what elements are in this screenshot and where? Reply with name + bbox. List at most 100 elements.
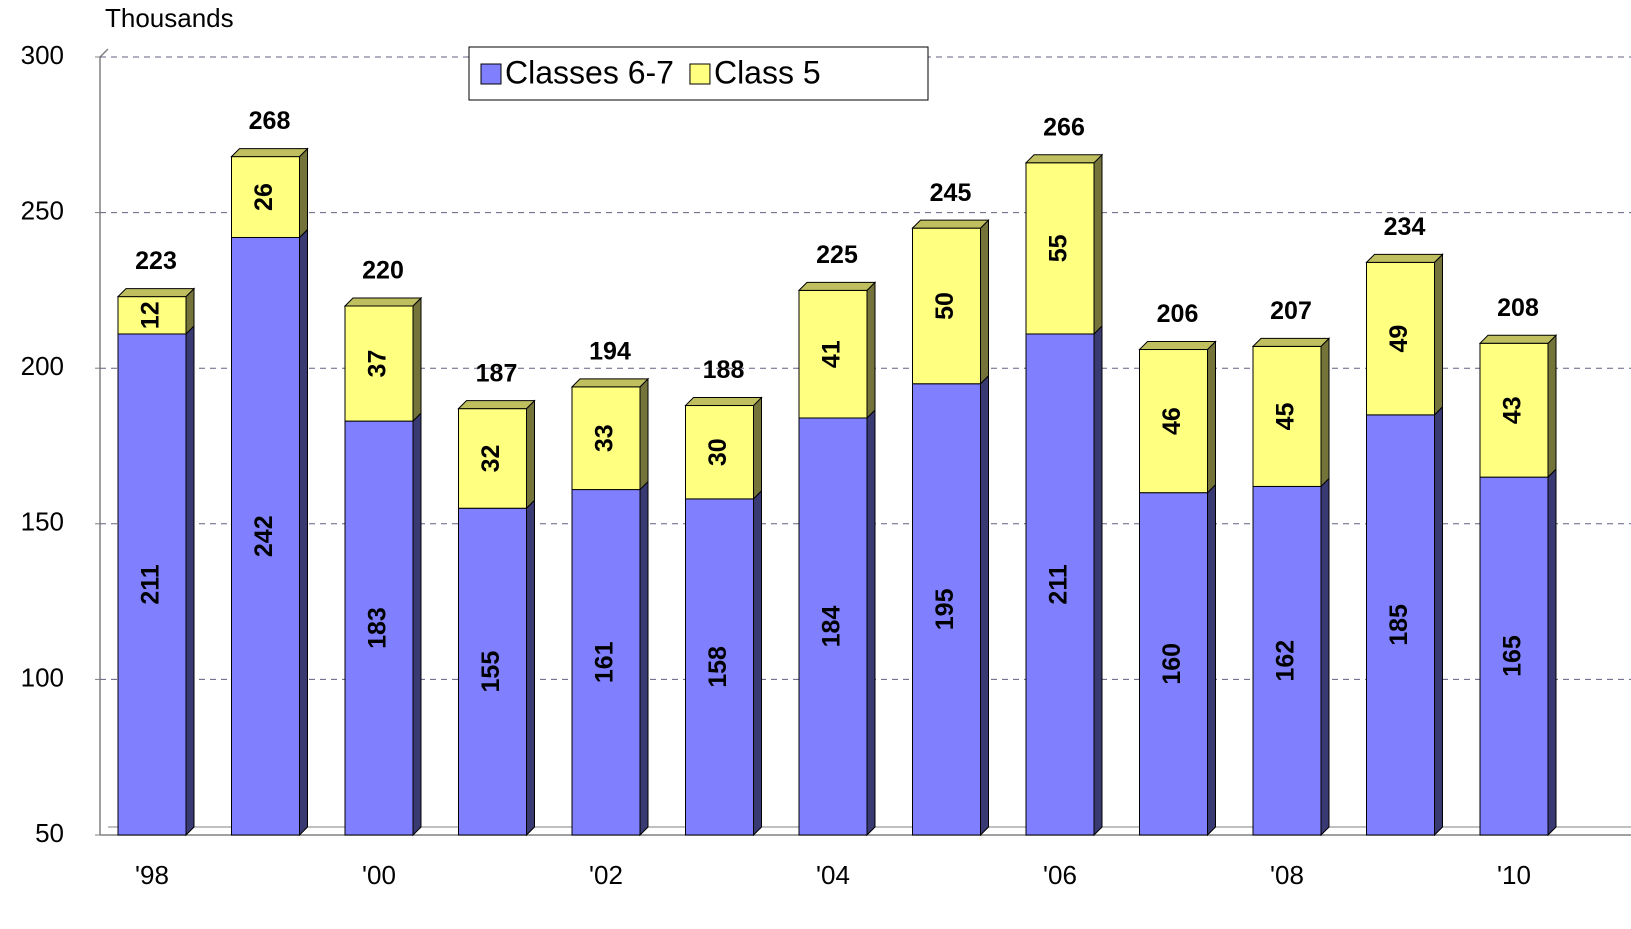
y-tick-label: 100 xyxy=(21,662,64,692)
bar-side xyxy=(1093,153,1103,336)
legend-label: Classes 6-7 xyxy=(505,54,674,90)
x-tick-label: '06 xyxy=(1043,860,1077,890)
x-tick-label: '10 xyxy=(1497,860,1531,890)
legend: Classes 6-7 Class 5 xyxy=(468,46,929,101)
bar-side xyxy=(1434,405,1443,837)
total-label: 266 xyxy=(1043,113,1085,141)
total-label: 245 xyxy=(930,179,972,207)
bar xyxy=(117,333,187,836)
bar-top xyxy=(457,400,536,410)
bar-side xyxy=(412,411,422,837)
bar-side xyxy=(299,147,308,239)
bar-value-label: 49 xyxy=(1385,325,1413,353)
bar-side xyxy=(866,281,876,420)
bar-top xyxy=(1251,337,1331,347)
total-label: 220 xyxy=(362,257,404,285)
bar-top xyxy=(911,219,990,229)
bar-side xyxy=(1547,467,1557,837)
bar-top xyxy=(797,281,877,291)
bar-value-label: 184 xyxy=(818,606,846,648)
total-label: 268 xyxy=(249,107,291,135)
bar-value-label: 162 xyxy=(1272,640,1300,682)
bar-value-label: 41 xyxy=(818,340,846,368)
bar-side xyxy=(1320,477,1330,837)
total-label: 187 xyxy=(476,359,518,387)
bar xyxy=(798,417,868,836)
total-label: 223 xyxy=(135,247,177,275)
bar-top xyxy=(116,288,196,298)
bar xyxy=(458,408,527,509)
bar-side xyxy=(526,399,535,510)
bar-value-label: 50 xyxy=(931,292,959,320)
legend-label: Class 5 xyxy=(714,54,821,90)
bar-value-label: 160 xyxy=(1158,643,1186,685)
bar-side xyxy=(866,408,876,837)
bar-value-label: 33 xyxy=(591,424,619,452)
x-tick-label: '04 xyxy=(816,860,850,890)
y-tick-label: 200 xyxy=(21,351,64,381)
bar-value-label: 55 xyxy=(1045,234,1073,262)
bar-side xyxy=(1207,340,1216,494)
bar-value-label: 242 xyxy=(250,515,278,557)
bar xyxy=(1366,261,1435,416)
legend-swatch xyxy=(689,63,711,85)
bar xyxy=(344,420,414,836)
bar-value-label: 165 xyxy=(1499,635,1527,677)
y-tick-label: 50 xyxy=(35,818,64,848)
bar-top xyxy=(570,378,650,388)
bar xyxy=(1252,485,1322,836)
bar-side xyxy=(1320,337,1330,488)
bar-side xyxy=(526,499,535,837)
bar xyxy=(685,498,754,836)
bar-value-label: 185 xyxy=(1385,604,1413,646)
bar-side xyxy=(412,296,422,423)
bar-side xyxy=(1547,334,1557,479)
total-label: 207 xyxy=(1270,297,1312,325)
total-label: 188 xyxy=(703,356,745,384)
bar-value-label: 158 xyxy=(704,646,732,688)
bar xyxy=(798,289,868,419)
bar-side xyxy=(299,228,308,837)
bar-value-label: 37 xyxy=(364,350,392,378)
bar-side xyxy=(639,480,649,837)
total-label: 206 xyxy=(1157,300,1199,328)
bar-side xyxy=(753,396,762,501)
bar xyxy=(1479,342,1549,478)
bar-value-label: 26 xyxy=(250,183,278,211)
y-axis-title: Thousands xyxy=(105,3,234,33)
bar-value-label: 46 xyxy=(1158,407,1186,435)
bar xyxy=(1252,345,1322,487)
bar-side xyxy=(1093,324,1103,837)
y-tick-label: 150 xyxy=(21,507,64,537)
bar xyxy=(685,405,754,500)
wall-edge xyxy=(99,48,109,58)
total-label: 208 xyxy=(1497,294,1539,322)
bar xyxy=(1366,414,1435,836)
bar-value-label: 43 xyxy=(1499,396,1527,424)
bar-side xyxy=(980,218,989,385)
bar-side xyxy=(639,377,649,491)
bar-value-label: 161 xyxy=(591,641,619,683)
bar-top xyxy=(343,297,423,307)
bar xyxy=(912,227,981,385)
bar xyxy=(571,489,641,836)
y-tick-label: 250 xyxy=(21,195,64,225)
bar-value-label: 195 xyxy=(931,588,959,630)
bar xyxy=(458,507,527,836)
bar-value-label: 12 xyxy=(137,301,165,329)
total-label: 225 xyxy=(816,241,858,269)
bar-value-label: 45 xyxy=(1272,402,1300,430)
bar xyxy=(912,383,981,836)
bar-value-label: 155 xyxy=(477,651,505,693)
bar-top xyxy=(1365,253,1444,263)
bar-top xyxy=(1024,154,1104,164)
x-tick-label: '02 xyxy=(589,860,623,890)
bar xyxy=(1025,162,1095,335)
y-tick-label: 300 xyxy=(21,40,64,70)
bar-top xyxy=(230,148,309,158)
bar-side xyxy=(1207,483,1216,837)
bar xyxy=(1139,492,1208,836)
bar xyxy=(1025,333,1095,836)
bar-side xyxy=(980,374,989,837)
